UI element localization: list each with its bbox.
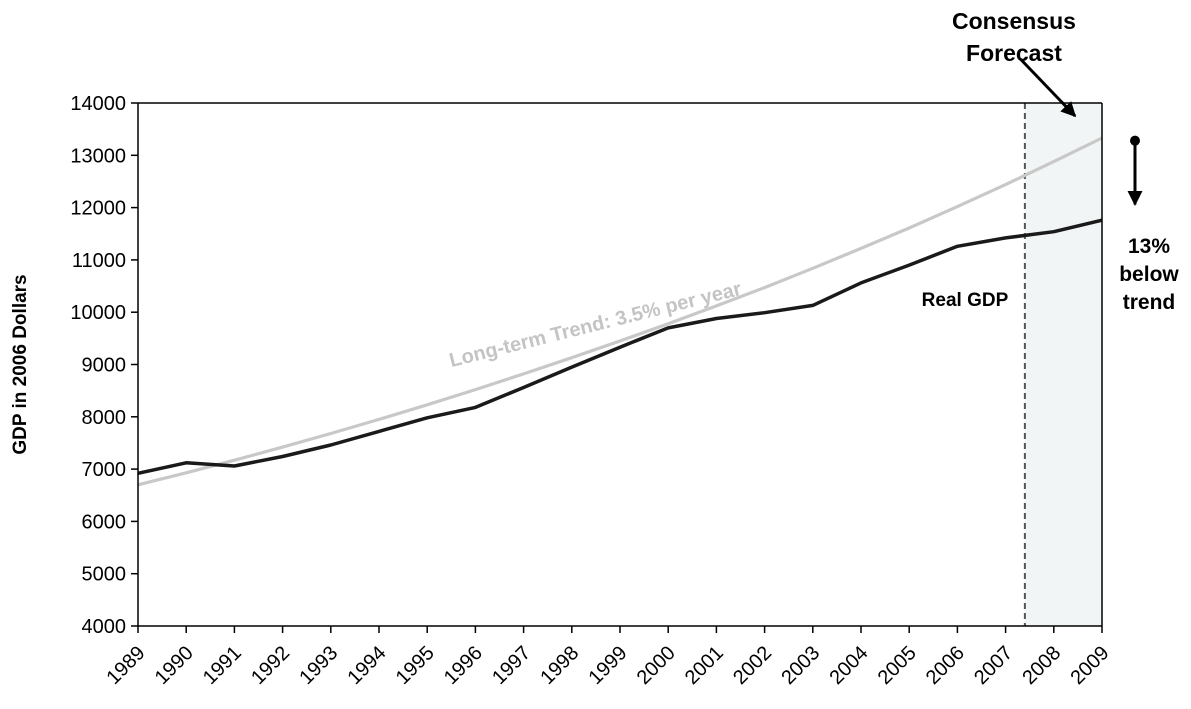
x-tick-label: 1995 (392, 642, 439, 689)
x-tick-label: 1991 (199, 642, 246, 689)
x-tick-label: 1992 (247, 642, 294, 689)
x-tick-label: 1989 (103, 642, 150, 689)
series-line-real-gdp (137, 218, 1103, 476)
y-tick-label: 5000 (82, 564, 127, 586)
gap-label-line2: below (1119, 263, 1179, 286)
x-tick-label: 2002 (729, 642, 776, 689)
x-tick-label: 1999 (585, 642, 632, 689)
x-tick-label: 2006 (922, 642, 969, 689)
x-tick-label: 2005 (874, 642, 921, 689)
y-tick-label: 7000 (82, 459, 127, 481)
series-line-trend (137, 136, 1103, 487)
series-layer (137, 136, 1103, 487)
gap-label-line3: trend (1123, 291, 1176, 314)
y-tick-label: 4000 (82, 616, 127, 638)
series-label-real-gdp: Real GDP (922, 290, 1009, 311)
y-tick-label: 14000 (70, 93, 126, 115)
x-tick-label: 2007 (970, 642, 1017, 689)
forecast-label-line2: Forecast (966, 40, 1062, 66)
y-tick-label: 10000 (70, 302, 126, 324)
x-tick-label: 1994 (344, 642, 391, 689)
x-tick-label: 1997 (488, 642, 535, 689)
y-tick-label: 12000 (70, 198, 126, 220)
y-ticks: 4000 5000 6000 7000 8000 9000 10000 11000 12000 1… (70, 93, 138, 638)
x-tick-label: 1990 (151, 642, 198, 689)
y-tick-label: 8000 (82, 407, 127, 429)
x-tick-label: 1996 (440, 642, 487, 689)
y-tick-label: 11000 (72, 250, 126, 272)
x-tick-label: 2004 (826, 642, 873, 689)
y-tick-label: 6000 (82, 511, 127, 533)
forecast-region (1024, 103, 1102, 626)
y-tick-label: 13000 (70, 145, 126, 167)
y-tick-label: 9000 (82, 355, 127, 377)
x-ticks: 1989 1990 1991 1992 1993 1994 1995 1996 1997 1998… (103, 626, 1114, 689)
forecast-label-line1: Consensus (952, 8, 1076, 34)
x-tick-label: 2009 (1067, 642, 1114, 689)
x-tick-label: 2003 (777, 642, 824, 689)
x-tick-label: 2000 (633, 642, 680, 689)
forecast-arrow (1019, 57, 1077, 118)
gap-label-line1: 13% (1128, 235, 1170, 258)
x-tick-label: 2001 (681, 642, 728, 689)
x-tick-label: 1993 (295, 642, 342, 689)
x-tick-label: 1998 (536, 642, 583, 689)
y-axis-title: GDP in 2006 Dollars (10, 274, 31, 454)
x-tick-label: 2008 (1018, 642, 1065, 689)
